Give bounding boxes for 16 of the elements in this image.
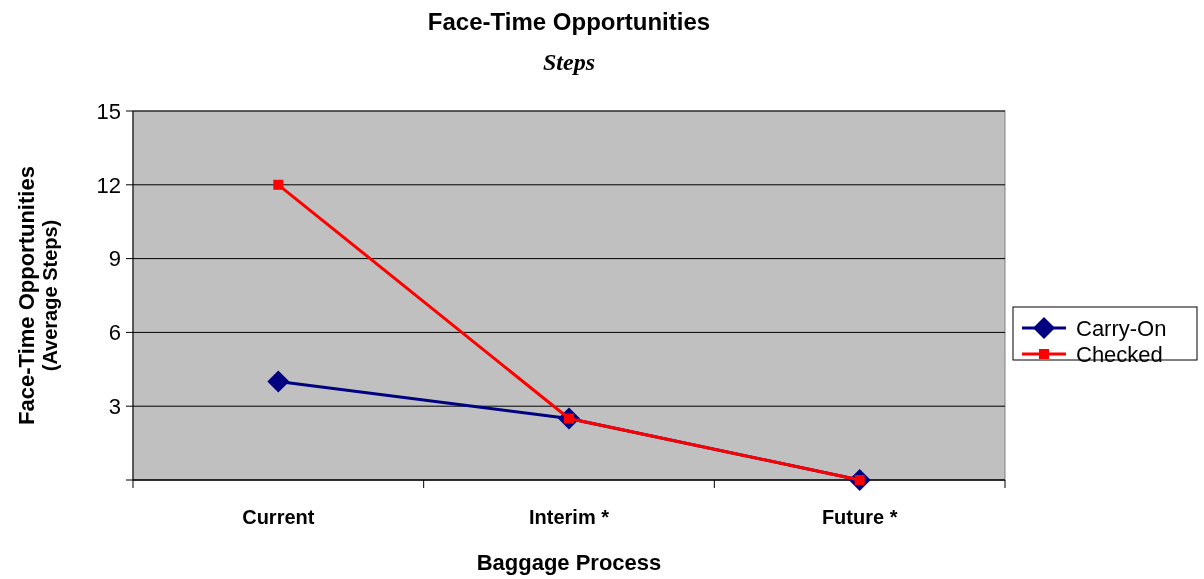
point xyxy=(267,370,290,393)
chart-title: Face-Time Opportunities xyxy=(427,8,711,35)
y-axis-title: Face-Time Opportunities (Average Steps) xyxy=(14,166,61,425)
y-tick-label: 6 xyxy=(108,320,121,346)
x-tick-label: Current xyxy=(242,506,315,528)
chart-subtitle: Steps xyxy=(542,49,596,75)
y-tick-label: 15 xyxy=(96,98,121,124)
y-tick-label: 12 xyxy=(96,172,121,198)
x-axis-title: Baggage Process xyxy=(476,550,662,575)
legend-label: Carry-On xyxy=(1076,315,1167,341)
point xyxy=(273,179,284,190)
x-tick-label: Future * xyxy=(821,506,898,528)
y-tick-label: 3 xyxy=(108,393,121,419)
y-tick-label: 9 xyxy=(108,246,121,272)
x-tick-label: Interim * xyxy=(528,506,610,528)
legend-label: Checked xyxy=(1076,341,1163,367)
